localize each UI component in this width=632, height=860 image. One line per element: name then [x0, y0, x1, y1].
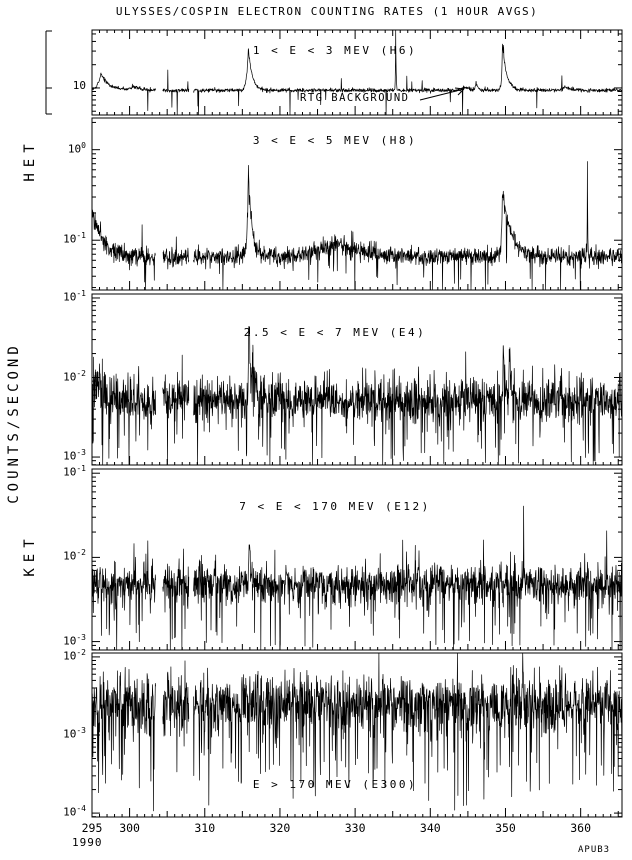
y-axis-label-counts-per-second: COUNTS/SECOND: [6, 342, 22, 504]
panel-2-trace: [91, 161, 623, 290]
panel-label-e12: 7 < E < 170 MEV (E12): [239, 500, 431, 513]
instrument-label-ket: KET: [22, 533, 38, 577]
rtg-background-annotation: RTG BACKGROUND: [300, 92, 410, 104]
rtg-annotation-arrow: [419, 87, 465, 101]
panel-label-e300: E > 170 MEV (E300): [252, 778, 418, 791]
panel-1-frame: [91, 29, 623, 116]
panel-1-trace: [91, 29, 622, 116]
panel-label-h6: 1 < E < 3 MEV (H6): [252, 44, 418, 57]
chart-title: ULYSSES/COSPIN ELECTRON COUNTING RATES (…: [115, 5, 539, 18]
het-panel-sub-axis: [45, 30, 52, 115]
panel-5-trace: [91, 652, 623, 812]
panel-3-trace: [91, 326, 623, 465]
panel-label-h8: 3 < E < 5 MEV (H8): [252, 134, 418, 147]
panel-3-frame: [91, 293, 623, 466]
panel-2-frame: [91, 117, 623, 291]
instrument-label-het: HET: [22, 138, 38, 182]
x-axis-year-label: 1990: [72, 836, 103, 849]
plot-code-label: APUB3: [578, 845, 611, 855]
panel-4-frame: [91, 468, 623, 651]
panel-4-trace: [91, 505, 623, 650]
panel-5-frame: [91, 652, 623, 818]
panel-label-e4: 2.5 < E < 7 MEV (E4): [243, 326, 427, 339]
